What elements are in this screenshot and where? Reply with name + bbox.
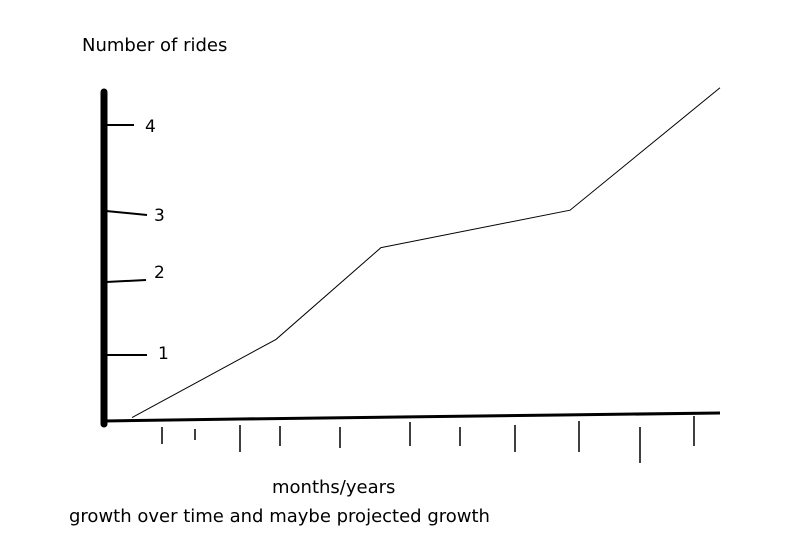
y-tick-3: [106, 211, 147, 215]
y-tick-2: [106, 280, 146, 282]
series-layer: [132, 88, 720, 418]
y-tick-label-3: 3: [154, 206, 165, 226]
y-tick-label-2: 2: [154, 263, 165, 283]
y-tick-label-4: 4: [145, 117, 156, 137]
y-tick-label-1: 1: [158, 344, 169, 364]
x-ticks: [162, 416, 694, 463]
x-axis-label: months/years: [272, 477, 395, 498]
x-axis: [104, 413, 720, 421]
series-line: [132, 88, 720, 418]
y-ticks: 4 3 2 1: [106, 117, 169, 364]
y-axis-label: Number of rides: [82, 35, 227, 56]
chart-caption: growth over time and maybe projected gro…: [69, 506, 490, 527]
